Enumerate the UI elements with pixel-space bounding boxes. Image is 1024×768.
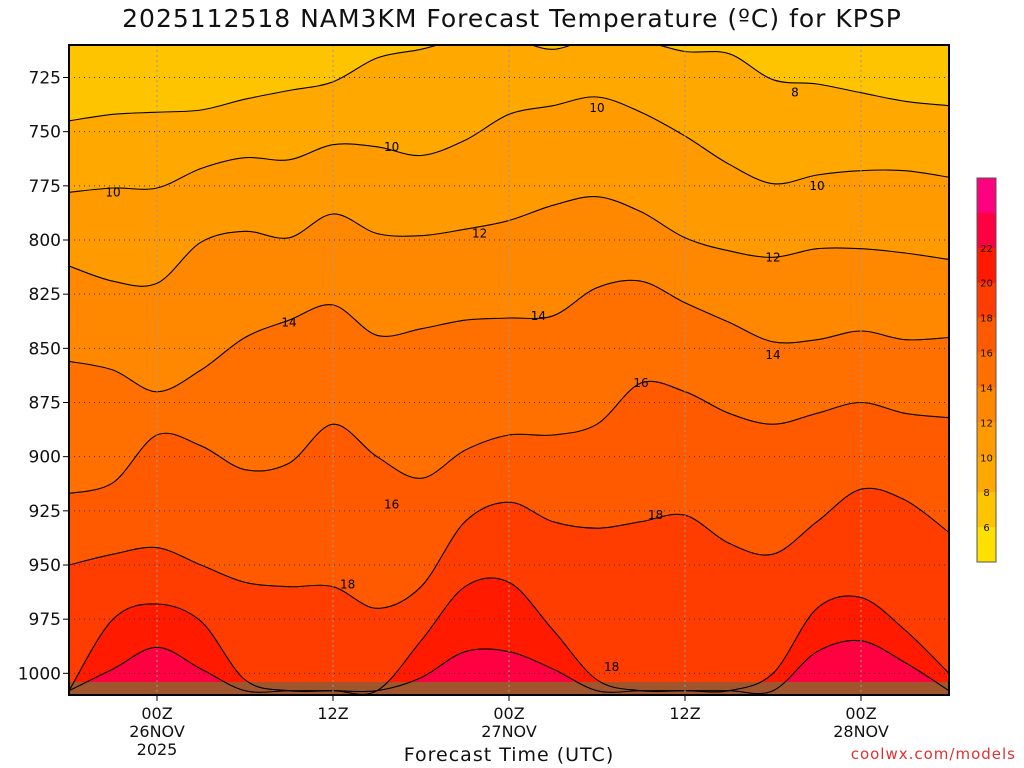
contour-t20 — [69, 577, 949, 695]
x-tick-label: 00Z — [845, 704, 876, 723]
colorbar-swatch — [977, 527, 996, 563]
colorbar-swatch — [977, 282, 996, 319]
colorbar-label: 12 — [980, 418, 993, 429]
chart-title: 2025112518 NAM3KM Forecast Temperature (… — [122, 4, 902, 33]
colorbar-label: 16 — [980, 349, 993, 360]
contour-label: 10 — [105, 185, 120, 199]
contour-label: 16 — [384, 497, 399, 511]
x-tick-label: 26NOV — [129, 722, 185, 741]
x-tick-label: 00Z — [493, 704, 524, 723]
ground-surface — [69, 682, 949, 695]
y-tick-label: 850 — [29, 339, 61, 359]
x-tick-label: 27NOV — [481, 722, 537, 741]
colorbar-swatch — [977, 178, 996, 214]
band-22-24 — [69, 640, 949, 695]
colorbar-frame — [976, 177, 997, 563]
y-tick-label: 900 — [29, 448, 61, 468]
colorbar-label: 14 — [980, 383, 993, 394]
colorbar-swatch — [977, 422, 996, 458]
y-tick-label: 750 — [29, 123, 61, 143]
y-tick-label: 950 — [29, 556, 61, 576]
colorbar-swatch — [977, 352, 996, 388]
contour-label: 10 — [809, 179, 824, 193]
colorbar-label: 10 — [980, 453, 993, 464]
contour-label: 10 — [384, 140, 399, 154]
colorbar-label: 20 — [980, 279, 993, 290]
credit-text[interactable]: coolwx.com/models — [850, 745, 1016, 763]
y-tick-label: 875 — [29, 394, 61, 414]
y-tick-label: 825 — [29, 285, 61, 305]
contour-label: 14 — [765, 348, 780, 362]
contour-label: 16 — [633, 376, 648, 390]
contour-t10 — [69, 96, 949, 193]
y-axis: 725 750 775 800 825 850 875 900 925 950 975 1000 — [18, 69, 69, 684]
y-tick-label: 800 — [29, 231, 61, 251]
contour-label: 10 — [589, 101, 604, 115]
y-tick-label: 775 — [29, 177, 61, 197]
y-tick-label: 975 — [29, 610, 61, 630]
contour-label: 14 — [531, 309, 546, 323]
y-tick-label: 1000 — [18, 664, 61, 684]
colorbar-swatch — [977, 247, 996, 284]
contour-t8 — [69, 45, 949, 122]
x-tick-label: 2025 — [137, 740, 178, 759]
contour-labels: 8 10 10 10 10 12 12 14 14 14 16 16 18 18 18 — [105, 86, 824, 674]
contour-label: 18 — [648, 508, 663, 522]
contour-label: 18 — [340, 578, 355, 592]
colorbar-swatch — [977, 457, 996, 493]
contour-t14 — [69, 279, 949, 393]
contour-label: 18 — [604, 660, 619, 674]
x-tick-label: 00Z — [141, 704, 172, 723]
colorbar: 6 8 10 12 14 16 18 20 22 — [976, 177, 997, 563]
colorbar-swatch — [977, 317, 996, 354]
contour-label: 12 — [765, 250, 780, 264]
contour-label: 14 — [281, 315, 296, 329]
x-axis-label: Forecast Time (UTC) — [403, 744, 615, 766]
x-tick-label: 12Z — [669, 704, 700, 723]
grid-lines — [69, 45, 949, 695]
contour-label: 12 — [472, 227, 487, 241]
x-tick-label: 12Z — [317, 704, 348, 723]
colorbar-label: 18 — [980, 314, 993, 325]
y-tick-label: 925 — [29, 502, 61, 522]
colorbar-swatch — [977, 387, 996, 423]
colorbar-label: 8 — [983, 488, 989, 499]
colorbar-swatch — [977, 212, 996, 249]
contour-label: 8 — [791, 86, 799, 100]
colorbar-label: 22 — [980, 244, 993, 255]
x-tick-label: 28NOV — [833, 722, 889, 741]
colorbar-swatch — [977, 492, 996, 528]
contour-t18 — [69, 487, 949, 609]
colorbar-label: 6 — [983, 523, 989, 534]
y-tick-label: 725 — [29, 69, 61, 89]
